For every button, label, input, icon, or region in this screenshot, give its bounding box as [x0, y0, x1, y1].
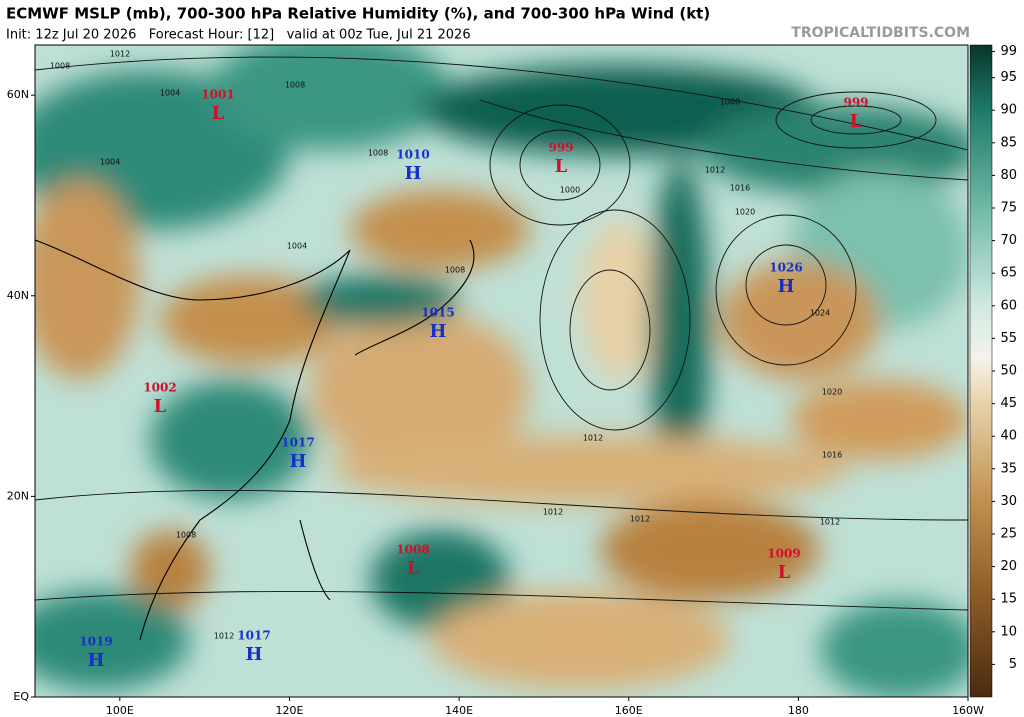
- isobar-label: 1004: [100, 158, 120, 167]
- colorbar-tick-label: 99: [1000, 44, 1017, 59]
- humidity-field: [35, 45, 968, 697]
- isobar-label: 1024: [810, 309, 830, 318]
- colorbar-fill: [969, 44, 993, 698]
- lon-tick-label: 180: [788, 704, 809, 717]
- colorbar-tick-label: 60: [1000, 298, 1017, 313]
- center-symbol: H: [87, 650, 104, 671]
- subtitle: Init: 12z Jul 20 2026 Forecast Hour: [12…: [6, 28, 471, 43]
- center-pressure: 1017: [281, 436, 314, 450]
- center-pressure: 999: [548, 141, 573, 155]
- isobar-label: 1008: [285, 81, 305, 90]
- pressure-centers: 1001L1010H999L999L1026H1015H1002L1017H10…: [50, 50, 869, 672]
- isobar-label: 1016: [822, 451, 842, 460]
- center-pressure: 1009: [767, 547, 800, 561]
- isobar-label: 1008: [445, 266, 465, 275]
- center-pressure: 1008: [396, 543, 429, 557]
- colorbar-tick-label: 15: [1000, 592, 1017, 607]
- isobar-label: 1000: [560, 186, 580, 195]
- isobar-label: 1012: [705, 166, 725, 175]
- center-pressure: 1017: [237, 629, 270, 643]
- isobar-label: 1012: [110, 50, 130, 59]
- colorbar-tick-label: 90: [1000, 103, 1017, 118]
- lon-tick-label: 160E: [615, 704, 643, 717]
- isobar-label: 1008: [368, 149, 388, 158]
- colorbar-tick-label: 40: [1000, 429, 1017, 444]
- lon-tick-label: 120E: [275, 704, 303, 717]
- colorbar-tick-label: 85: [1000, 135, 1017, 150]
- map-frame: [34, 44, 969, 698]
- isobar-label: 1020: [735, 208, 755, 217]
- center-symbol: L: [154, 396, 167, 417]
- colorbar-tick-label: 50: [1000, 364, 1017, 379]
- colorbar: 99 95 90 85 80 75 70 65 60 55 50 45 40 35 30 25 20 15 10 5: [969, 44, 1017, 698]
- isobar-label: 1004: [287, 242, 307, 251]
- isobar-label: 1012: [214, 632, 234, 641]
- center-pressure: 999: [843, 96, 868, 110]
- title: ECMWF MSLP (mb), 700-300 hPa Relative Hu…: [6, 5, 710, 23]
- center-pressure: 1019: [79, 635, 112, 649]
- center-pressure: 1015: [421, 306, 454, 320]
- colorbar-tick-label: 75: [1000, 201, 1017, 216]
- lat-tick-label: EQ: [13, 690, 29, 703]
- colorbar-tick-label: 5: [1009, 657, 1017, 672]
- colorbar-tick-label: 30: [1000, 494, 1017, 509]
- colorbar-tick-label: 55: [1000, 331, 1017, 346]
- center-pressure: 1002: [143, 381, 176, 395]
- center-symbol: L: [555, 156, 568, 177]
- isobar-label: 1004: [160, 89, 180, 98]
- center-symbol: H: [289, 451, 306, 472]
- center-symbol: H: [245, 644, 262, 665]
- colorbar-tick-label: 70: [1000, 233, 1017, 248]
- isobar-label: 1012: [583, 434, 603, 443]
- isobar-label: 1008: [50, 62, 70, 71]
- isobar-label: 1008: [720, 98, 740, 107]
- colorbar-tick-label: 10: [1000, 624, 1017, 639]
- isobar-label: 1016: [730, 184, 750, 193]
- center-symbol: L: [407, 558, 420, 579]
- isobars: [35, 56, 968, 611]
- colorbar-tick-label: 20: [1000, 559, 1017, 574]
- colorbar-tick-label: 80: [1000, 168, 1017, 183]
- center-symbol: H: [777, 276, 794, 297]
- colorbar-tick-label: 45: [1000, 396, 1017, 411]
- center-pressure: 1010: [396, 148, 429, 162]
- isobar-label: 1012: [630, 515, 650, 524]
- map-field: 1001L1010H999L999L1026H1015H1002L1017H10…: [35, 45, 968, 697]
- colorbar-tick-label: 95: [1000, 70, 1017, 85]
- credit: TROPICALTIDBITS.COM: [791, 25, 970, 41]
- isobar-label: 1020: [822, 388, 842, 397]
- coastlines: [35, 239, 475, 641]
- lat-tick-label: 40N: [7, 289, 29, 302]
- center-symbol: L: [778, 562, 791, 583]
- colorbar-tick-label: 65: [1000, 266, 1017, 281]
- center-symbol: H: [404, 163, 421, 184]
- center-symbol: L: [850, 111, 863, 132]
- center-symbol: H: [429, 321, 446, 342]
- center-pressure: 1001: [201, 88, 234, 102]
- axes: 100E 120E 140E 160E 180 160W EQ 20N 40N 60N: [7, 88, 984, 717]
- colorbar-tick-label: 25: [1000, 527, 1017, 542]
- isobar-label: 1012: [543, 508, 563, 517]
- lon-tick-label: 100E: [106, 704, 134, 717]
- lon-tick-label: 160W: [952, 704, 984, 717]
- isobar-label: 1012: [820, 518, 840, 527]
- center-symbol: L: [212, 103, 225, 124]
- isobar-label: 1008: [176, 531, 196, 540]
- lat-tick-label: 60N: [7, 88, 29, 101]
- lat-tick-label: 20N: [7, 489, 29, 502]
- center-pressure: 1026: [769, 261, 802, 275]
- colorbar-tick-label: 35: [1000, 461, 1017, 476]
- lon-tick-label: 140E: [445, 704, 473, 717]
